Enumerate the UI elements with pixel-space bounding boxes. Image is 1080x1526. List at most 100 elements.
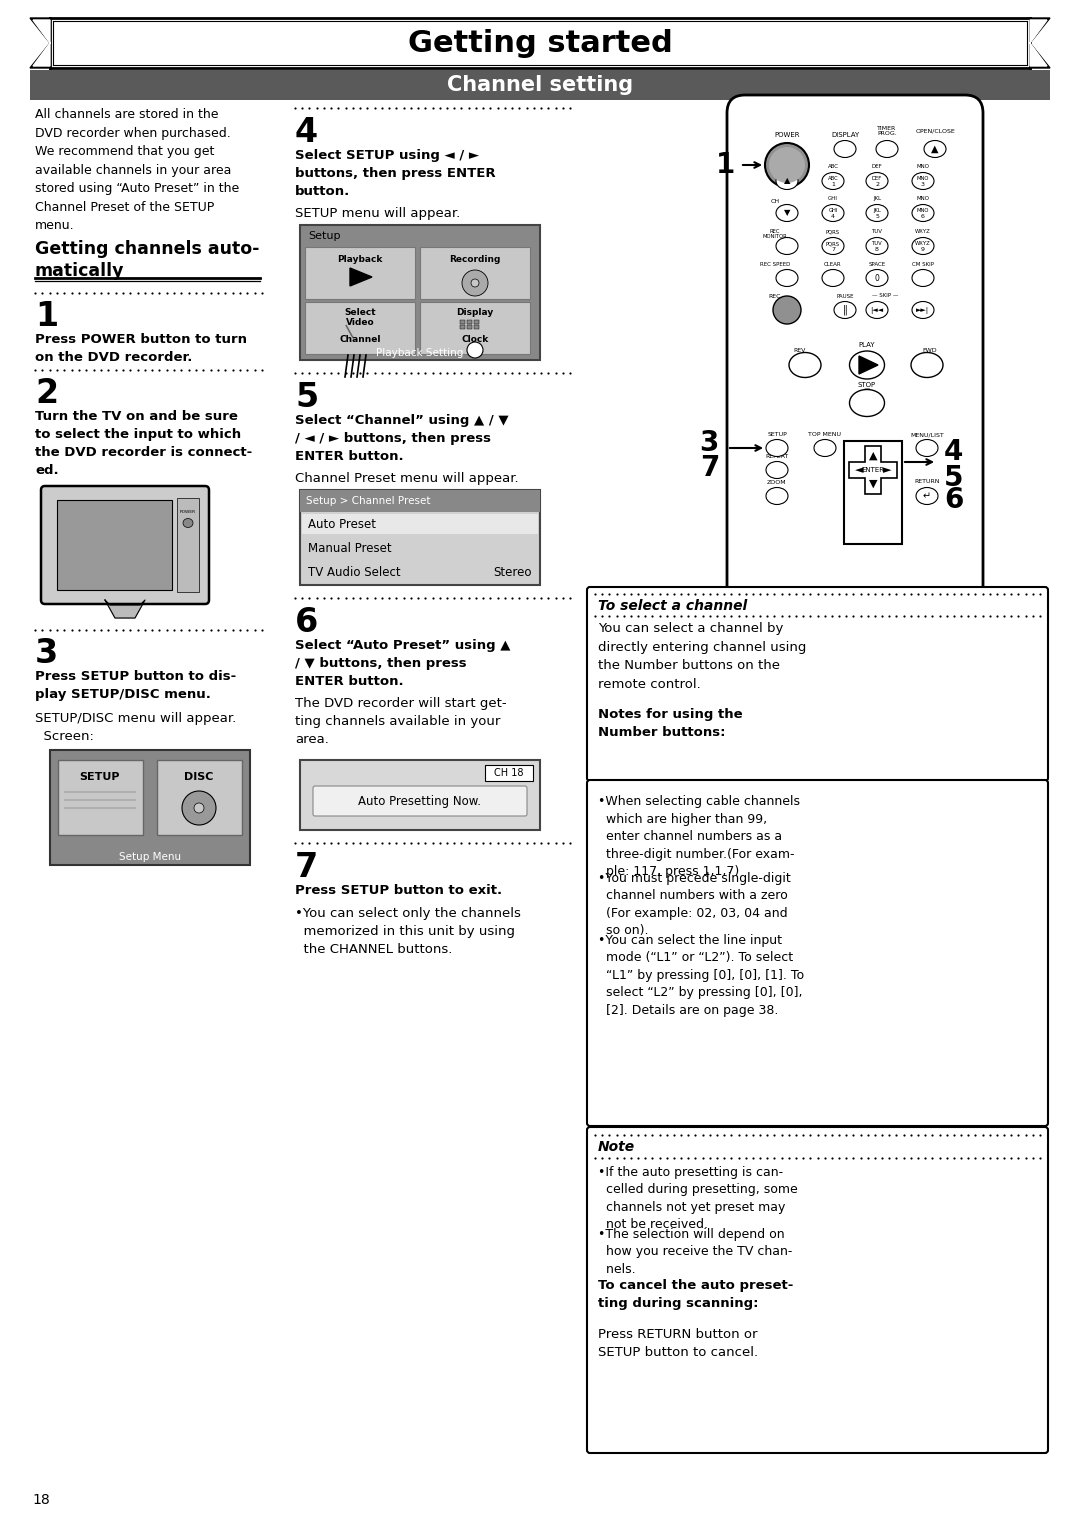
Point [874,581,891,606]
Point [114,618,132,642]
Polygon shape [1030,18,1050,69]
Point [801,1123,819,1148]
Bar [57,501,172,591]
Point [939,604,956,629]
Point [586,1146,604,1170]
Bar [50,18,1030,69]
Circle shape [773,296,801,324]
Text: Press RETURN button or
SETUP button to cancel.: Press RETURN button or SETUP button to c… [598,1328,758,1358]
Point [26,281,43,305]
Point [665,1146,683,1170]
Bar [300,760,540,830]
Point [562,96,579,121]
Point [294,830,311,855]
Point [395,96,413,121]
Point [337,830,354,855]
Bar [420,302,530,354]
Point [730,1146,747,1170]
Point [78,281,95,305]
Point [917,581,934,606]
Text: RETURN: RETURN [915,479,940,484]
Text: ▲: ▲ [931,143,939,154]
Text: REC: REC [769,295,781,299]
Point [388,96,405,121]
Text: REPEAT: REPEAT [766,455,788,459]
Point [122,357,139,382]
Point [787,1123,805,1148]
Point [351,96,368,121]
Point [525,830,542,855]
Point [63,357,80,382]
Point [622,581,639,606]
Text: Getting started: Getting started [407,29,673,58]
Point [345,360,362,385]
Point [323,830,340,855]
Point [323,586,340,610]
Point [474,586,491,610]
Text: Select SETUP using ◄ / ►
buttons, then press ENTER
button.: Select SETUP using ◄ / ► buttons, then p… [295,150,496,198]
Point [895,1123,913,1148]
Point [644,1146,661,1170]
Point [880,581,897,606]
Point [180,357,198,382]
Point [468,360,485,385]
Point [417,96,434,121]
Point [701,1123,718,1148]
Point [608,604,625,629]
Text: 5: 5 [875,214,879,218]
Point [716,1146,733,1170]
Text: TUV: TUV [872,229,882,233]
Point [644,581,661,606]
Bar [58,760,143,835]
Point [737,1123,754,1148]
Point [773,581,791,606]
Point [687,1146,704,1170]
Text: MNO: MNO [917,175,929,182]
Point [99,618,117,642]
Point [859,1123,876,1148]
Polygon shape [859,356,878,374]
Point [651,1123,669,1148]
Text: CH 18: CH 18 [495,768,524,778]
Point [651,604,669,629]
Point [758,1146,775,1170]
Point [63,281,80,305]
Text: Getting channels auto-
matically: Getting channels auto- matically [35,240,259,281]
Point [816,604,834,629]
Point [423,96,441,121]
Polygon shape [849,446,897,494]
Point [70,357,87,382]
Point [246,357,264,382]
Bar [460,325,465,330]
Text: Note: Note [598,1140,635,1154]
Point [210,618,227,642]
Bar [300,490,540,513]
Point [687,1123,704,1148]
Bar [467,320,472,324]
Point [923,604,941,629]
Point [996,604,1013,629]
Text: DISPLAY: DISPLAY [831,133,859,137]
Point [395,830,413,855]
Point [758,1123,775,1148]
Point [380,360,397,385]
Point [374,96,391,121]
Point [136,281,153,305]
Point [945,1146,962,1170]
Point [665,1123,683,1148]
Point [402,830,419,855]
Point [694,604,712,629]
Text: — SKIP —: — SKIP — [872,293,899,298]
Point [723,604,740,629]
Point [1024,1123,1041,1148]
Text: TOP MENU: TOP MENU [809,432,841,436]
Point [337,96,354,121]
Text: 6: 6 [921,214,924,218]
Point [845,1146,862,1170]
Point [730,604,747,629]
Point [518,586,536,610]
Point [417,830,434,855]
Text: SETUP/DISC menu will appear.
  Screen:: SETUP/DISC menu will appear. Screen: [35,713,237,743]
Point [546,360,564,385]
Point [122,618,139,642]
